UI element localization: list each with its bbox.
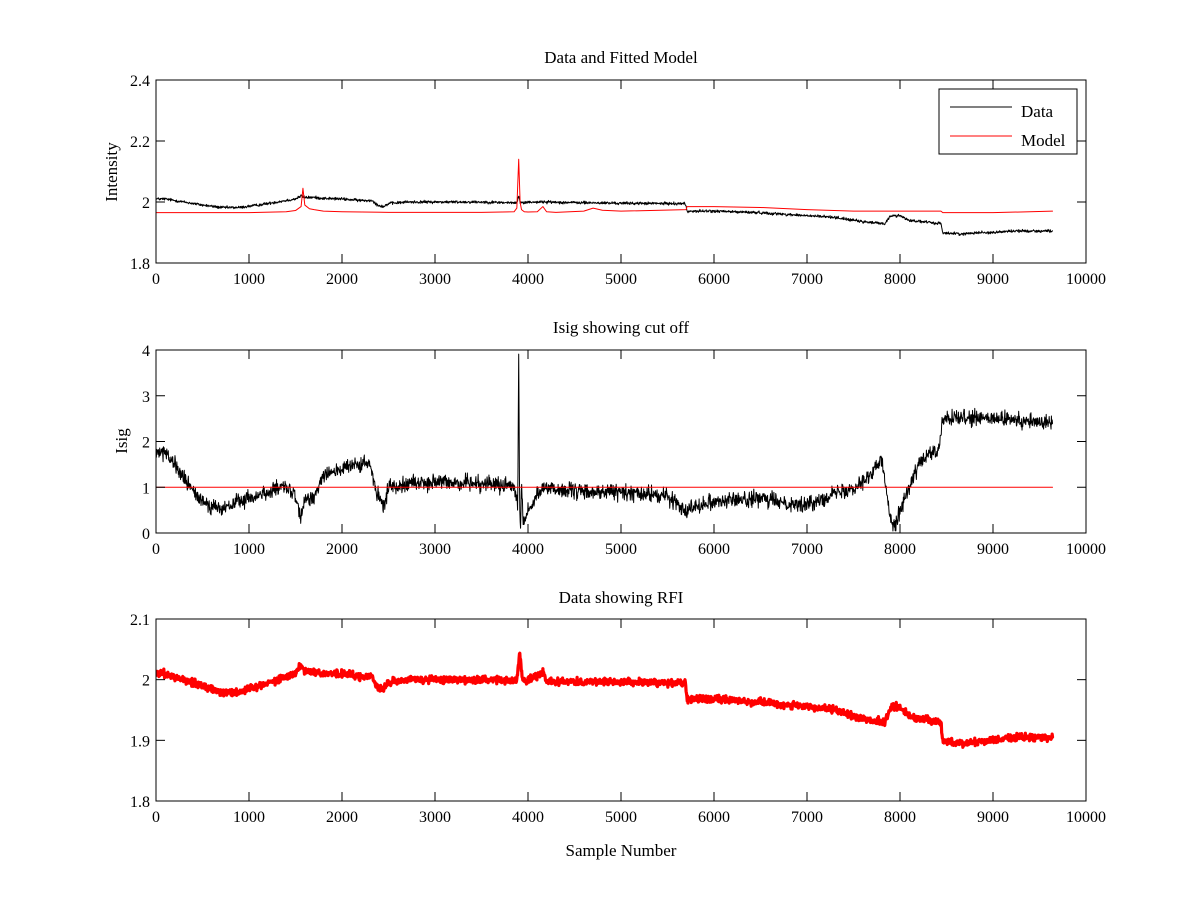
panel-2-y-axis-label: Isig — [112, 428, 131, 454]
x-tick-label: 9000 — [977, 809, 1009, 826]
x-tick-label: 6000 — [698, 809, 730, 826]
legend-label-model: Model — [1021, 131, 1066, 150]
x-tick-label: 0 — [152, 809, 160, 826]
panel-2-title: Isig showing cut off — [553, 318, 689, 337]
x-tick-label: 4000 — [512, 541, 544, 558]
x-tick-label: 9000 — [977, 271, 1009, 288]
x-tick-label: 2000 — [326, 271, 358, 288]
x-tick-label: 4000 — [512, 809, 544, 826]
y-tick-label: 2.2 — [130, 134, 150, 151]
x-tick-label: 1000 — [233, 809, 265, 826]
x-tick-label: 3000 — [419, 541, 451, 558]
panel-3-x-axis-label: Sample Number — [566, 841, 677, 860]
y-tick-label: 1.8 — [130, 256, 150, 273]
x-tick-label: 5000 — [605, 271, 637, 288]
x-tick-label: 0 — [152, 271, 160, 288]
y-tick-label: 2.1 — [130, 612, 150, 629]
panel-data-and-fitted-model: 0 1000 2000 3000 4000 5000 6000 7000 8000 9000 100… — [102, 48, 1106, 288]
x-tick-label: 10000 — [1066, 809, 1106, 826]
y-tick-label: 1 — [142, 480, 150, 497]
x-tick-label: 2000 — [326, 541, 358, 558]
x-tick-label: 7000 — [791, 809, 823, 826]
panel-data-showing-rfi: 0 1000 2000 3000 4000 5000 6000 7000 8000 9000 100… — [130, 588, 1106, 860]
panel-1-legend: Data Model — [938, 88, 1078, 155]
x-tick-label: 5000 — [605, 809, 637, 826]
x-tick-label: 3000 — [419, 271, 451, 288]
y-tick-label: 1.9 — [130, 733, 150, 750]
panel-2-plot-area — [156, 350, 1086, 533]
legend-box — [938, 88, 1078, 155]
panel-1-series-layer — [156, 158, 1054, 236]
x-tick-label: 9000 — [977, 541, 1009, 558]
panel-1-series-2-line — [156, 158, 1054, 214]
x-tick-label: 1000 — [233, 271, 265, 288]
y-tick-label: 2 — [142, 195, 150, 212]
y-tick-label: 0 — [142, 526, 150, 543]
x-tick-label: 7000 — [791, 541, 823, 558]
x-tick-label: 1000 — [233, 541, 265, 558]
x-tick-label: 6000 — [698, 541, 730, 558]
panel-2-series-layer — [156, 353, 1054, 532]
panel-isig-showing-cut-off: 0 1000 2000 3000 4000 5000 6000 7000 8000 9000 100… — [112, 318, 1106, 558]
x-tick-label: 7000 — [791, 271, 823, 288]
x-tick-label: 3000 — [419, 809, 451, 826]
legend-label-data: Data — [1021, 102, 1054, 121]
y-tick-label: 3 — [142, 389, 150, 406]
y-tick-label: 2 — [142, 435, 150, 452]
x-tick-label: 8000 — [884, 271, 916, 288]
panel-2-ticks-layer: 0 1000 2000 3000 4000 5000 6000 7000 8000 9000 100… — [142, 343, 1106, 558]
panel-3-series-1-line — [156, 651, 1055, 749]
panel-3-plot-area — [156, 619, 1086, 801]
x-tick-label: 8000 — [884, 541, 916, 558]
panel-3-series-layer — [156, 651, 1055, 749]
x-tick-label: 6000 — [698, 271, 730, 288]
y-tick-label: 4 — [142, 343, 150, 360]
panel-1-y-axis-label: Intensity — [102, 142, 121, 202]
x-tick-label: 10000 — [1066, 271, 1106, 288]
panel-3-title: Data showing RFI — [559, 588, 684, 607]
y-tick-label: 2 — [142, 673, 150, 690]
panel-2-series-1-line — [156, 353, 1054, 532]
panel-1-series-1-line — [156, 194, 1054, 236]
panel-1-ticks-layer: 0 1000 2000 3000 4000 5000 6000 7000 8000 9000 100… — [130, 73, 1106, 288]
x-tick-label: 8000 — [884, 809, 916, 826]
panel-3-ticks-layer: 0 1000 2000 3000 4000 5000 6000 7000 8000 9000 100… — [130, 612, 1106, 826]
x-tick-label: 2000 — [326, 809, 358, 826]
x-tick-label: 4000 — [512, 271, 544, 288]
panel-1-plot-area — [156, 80, 1086, 263]
x-tick-label: 5000 — [605, 541, 637, 558]
x-tick-label: 0 — [152, 541, 160, 558]
panel-1-title: Data and Fitted Model — [544, 48, 698, 67]
y-tick-label: 2.4 — [130, 73, 150, 90]
x-tick-label: 10000 — [1066, 541, 1106, 558]
y-tick-label: 1.8 — [130, 794, 150, 811]
